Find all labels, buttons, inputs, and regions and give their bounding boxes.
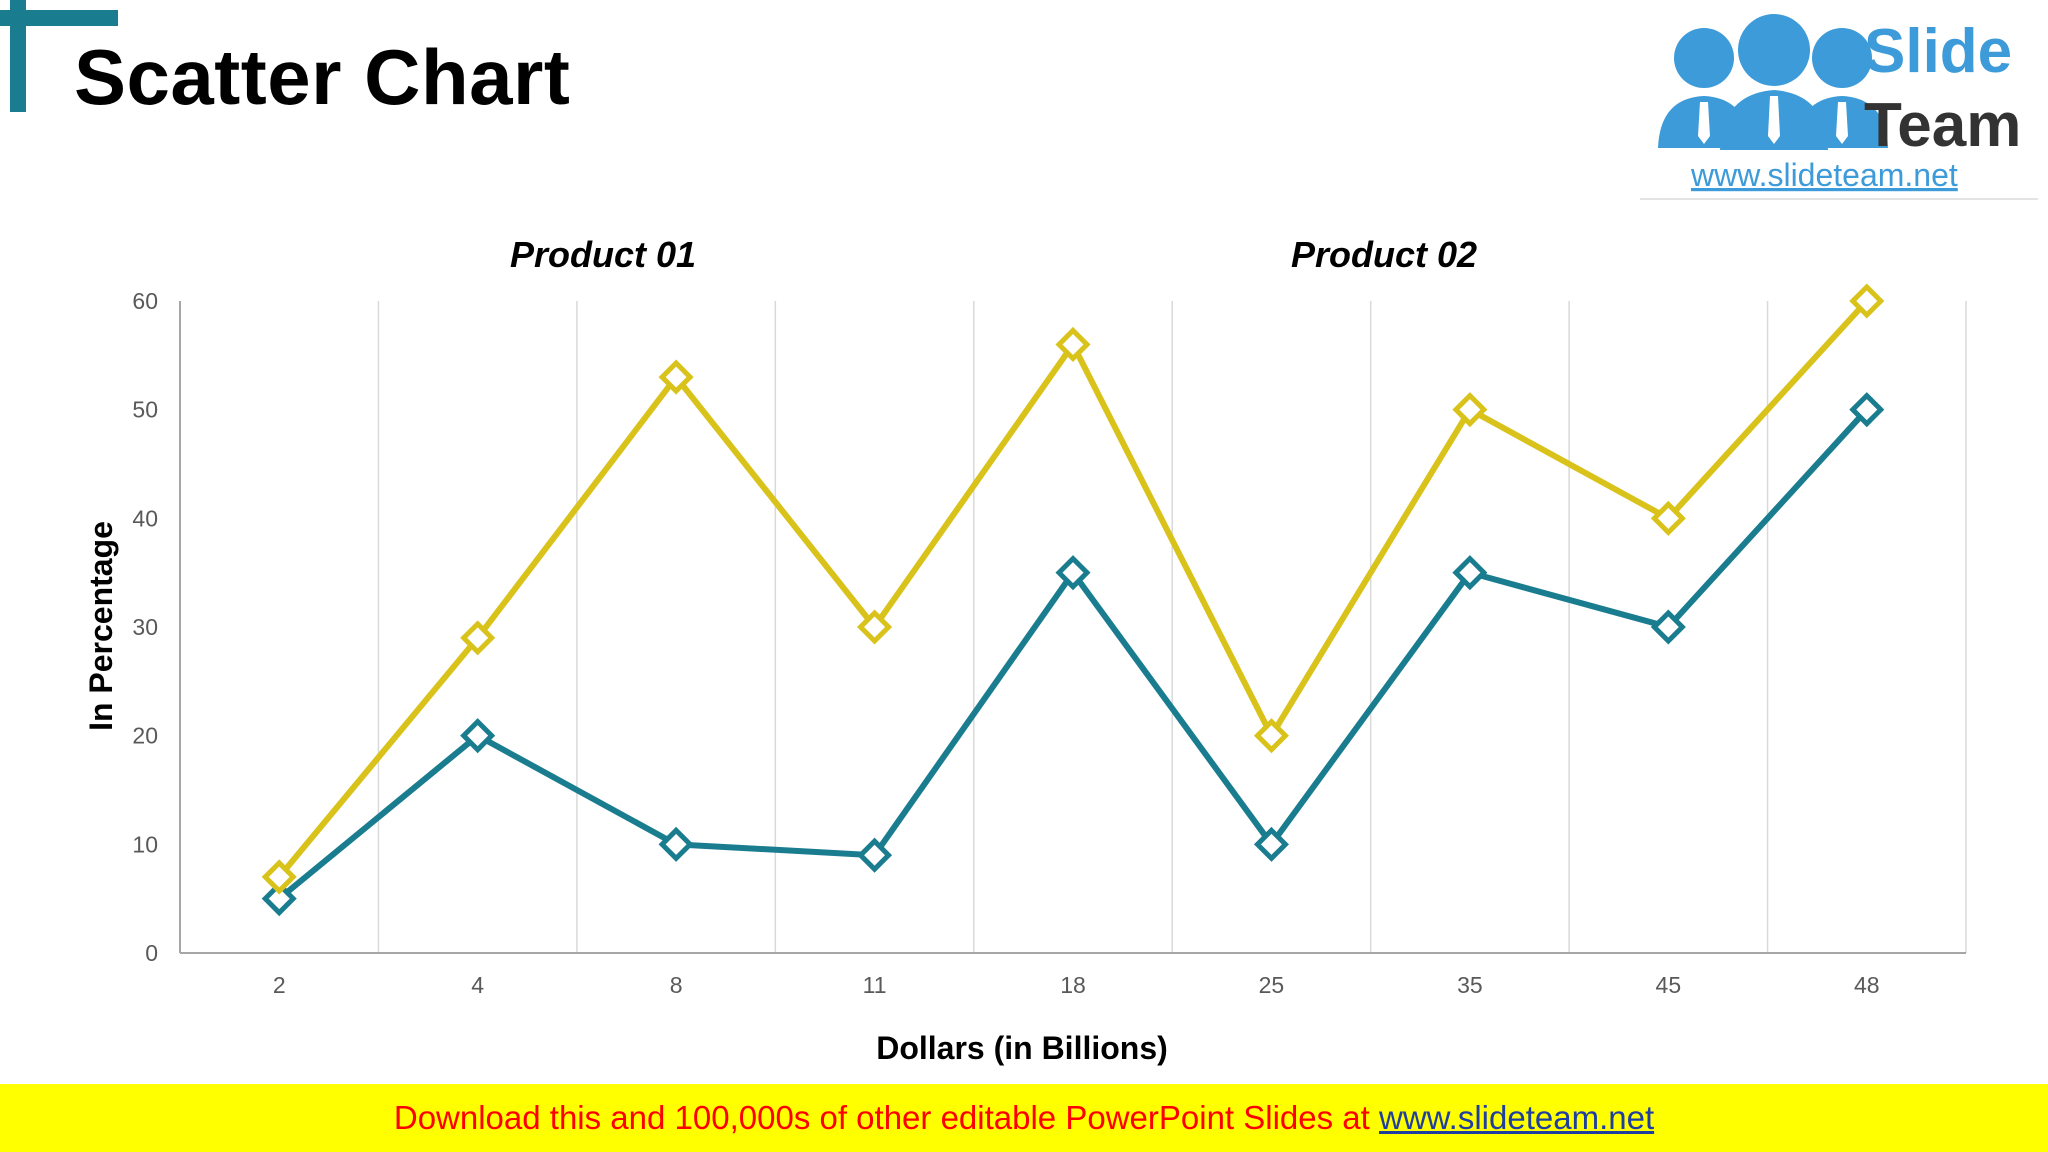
corner-accent-vertical xyxy=(10,0,26,112)
logo-graphic: Slide Team www.slideteam.net xyxy=(1658,14,2021,193)
y-tick-label: 0 xyxy=(145,940,158,966)
y-tick-label: 20 xyxy=(132,723,158,749)
logo-text-slide: Slide xyxy=(1864,17,2012,86)
data-point-marker xyxy=(1253,826,1289,862)
data-point-marker xyxy=(1055,555,1091,591)
y-tick-label: 30 xyxy=(132,614,158,640)
banner-link[interactable]: www.slideteam.net xyxy=(1379,1099,1655,1136)
data-point-marker xyxy=(1055,326,1091,363)
legend-product-01: Product 01 xyxy=(510,234,696,275)
x-axis-title: Dollars (in Billions) xyxy=(876,1030,1168,1066)
x-tick-label: 4 xyxy=(471,972,484,998)
y-tick-label: 10 xyxy=(132,831,158,857)
data-point-marker xyxy=(460,718,496,754)
logo-url[interactable]: www.slideteam.net xyxy=(1690,157,1958,193)
y-axis-title: In Percentage xyxy=(83,521,119,731)
y-axis-ticks: 0 10 20 30 40 50 60 xyxy=(132,288,158,966)
logo-text-team: Team xyxy=(1864,91,2021,160)
data-point-marker xyxy=(658,826,694,862)
x-tick-label: 25 xyxy=(1259,972,1285,998)
data-point-marker xyxy=(857,609,893,645)
data-point-marker xyxy=(1452,555,1488,591)
data-point-marker xyxy=(460,620,496,656)
download-banner: Download this and 100,000s of other edit… xyxy=(0,1084,2048,1152)
x-tick-label: 2 xyxy=(273,972,286,998)
x-tick-label: 35 xyxy=(1457,972,1483,998)
series-line xyxy=(277,407,1869,901)
data-point-marker xyxy=(1253,718,1289,754)
people-icon xyxy=(1658,14,1888,150)
y-tick-label: 50 xyxy=(132,397,158,423)
data-point-marker xyxy=(1849,283,1885,319)
chart-axes xyxy=(179,301,1966,954)
data-point-marker xyxy=(857,837,893,873)
x-tick-label: 18 xyxy=(1060,972,1086,998)
data-point-marker xyxy=(658,359,694,395)
x-axis-ticks: 2 4 8 11 18 25 35 45 48 xyxy=(273,972,1880,998)
banner-text: Download this and 100,000s of other edit… xyxy=(393,1099,1370,1136)
data-point-marker xyxy=(1849,392,1885,428)
chart-series xyxy=(261,283,1885,917)
y-tick-label: 60 xyxy=(132,288,158,314)
slide-title: Scatter Chart xyxy=(74,33,571,121)
corner-accent-tip xyxy=(102,10,118,26)
data-point-marker xyxy=(1650,500,1686,536)
series-product-01 xyxy=(261,283,1885,895)
x-tick-label: 11 xyxy=(863,972,887,998)
x-tick-label: 8 xyxy=(670,972,683,998)
x-tick-label: 48 xyxy=(1854,972,1880,998)
data-point-marker xyxy=(261,859,297,895)
data-point-marker xyxy=(1452,392,1488,428)
y-tick-label: 40 xyxy=(132,505,158,531)
series-product-02 xyxy=(261,392,1885,917)
legend-product-02: Product 02 xyxy=(1291,234,1477,275)
slideteam-logo[interactable]: Slide Team www.slideteam.net xyxy=(1640,10,2038,200)
corner-accent-horizontal xyxy=(0,10,118,26)
chart-gridlines xyxy=(377,301,1967,953)
x-tick-label: 45 xyxy=(1656,972,1682,998)
data-point-marker xyxy=(261,881,297,917)
data-point-marker xyxy=(1650,609,1686,645)
